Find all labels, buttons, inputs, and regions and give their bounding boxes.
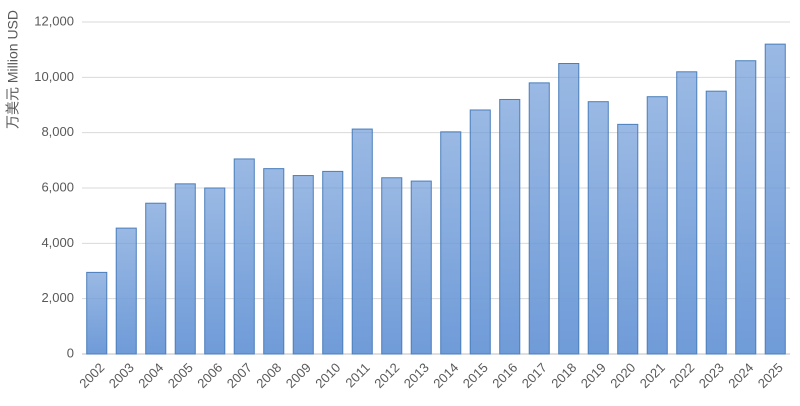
x-tick-label: 2010 bbox=[312, 360, 343, 391]
bar bbox=[204, 187, 226, 355]
bar bbox=[381, 177, 403, 355]
bar bbox=[705, 90, 727, 355]
bar bbox=[617, 123, 639, 355]
x-tick-label: 2002 bbox=[76, 360, 107, 391]
bar bbox=[351, 128, 373, 355]
x-tick-label: 2005 bbox=[165, 360, 196, 391]
bar bbox=[115, 227, 137, 355]
bar bbox=[469, 109, 491, 355]
bar bbox=[410, 180, 432, 355]
y-axis-label: 万美元 Million USD bbox=[5, 10, 21, 129]
x-tick-label: 2008 bbox=[253, 360, 284, 391]
x-tick-label: 2004 bbox=[135, 360, 166, 391]
bar bbox=[263, 168, 285, 355]
bar bbox=[440, 131, 462, 355]
x-tick-label: 2018 bbox=[548, 360, 579, 391]
bar bbox=[587, 101, 609, 355]
bar bbox=[676, 71, 698, 355]
x-tick-label: 2024 bbox=[725, 360, 756, 391]
y-tick-label: 8,000 bbox=[41, 124, 74, 139]
x-tick-label: 2012 bbox=[371, 360, 402, 391]
bar bbox=[558, 63, 580, 355]
bar bbox=[233, 158, 255, 355]
x-tick-label: 2011 bbox=[342, 360, 372, 390]
bar bbox=[322, 170, 344, 355]
bar bbox=[145, 202, 167, 355]
y-tick-label: 10,000 bbox=[34, 69, 74, 84]
bar bbox=[499, 98, 521, 355]
x-tick-label: 2020 bbox=[607, 360, 638, 391]
x-tick-label: 2009 bbox=[283, 360, 314, 391]
x-tick-label: 2013 bbox=[401, 360, 432, 391]
x-tick-label: 2007 bbox=[224, 360, 255, 391]
bar bbox=[292, 175, 314, 355]
y-tick-label: 0 bbox=[67, 345, 74, 360]
x-tick-label: 2023 bbox=[696, 360, 727, 391]
x-tick-label: 2025 bbox=[755, 360, 786, 391]
bar bbox=[735, 60, 757, 355]
x-tick-label: 2016 bbox=[489, 360, 520, 391]
y-tick-label: 6,000 bbox=[41, 179, 74, 194]
y-tick-label: 4,000 bbox=[41, 235, 74, 250]
x-tick-label: 2019 bbox=[578, 360, 609, 391]
y-tick-label: 12,000 bbox=[34, 13, 74, 28]
x-tick-label: 2015 bbox=[460, 360, 491, 391]
x-tick-label: 2014 bbox=[430, 360, 461, 391]
x-tick-label: 2003 bbox=[106, 360, 137, 391]
bar bbox=[528, 82, 550, 355]
x-tick-label: 2022 bbox=[666, 360, 697, 391]
bar bbox=[174, 183, 196, 355]
y-tick-label: 2,000 bbox=[41, 290, 74, 305]
x-tick-label: 2006 bbox=[194, 360, 225, 391]
x-tick-label: 2017 bbox=[519, 360, 550, 391]
bar bbox=[86, 271, 108, 355]
bar bbox=[646, 96, 668, 355]
bar bbox=[764, 43, 786, 355]
x-tick-label: 2021 bbox=[637, 360, 668, 391]
